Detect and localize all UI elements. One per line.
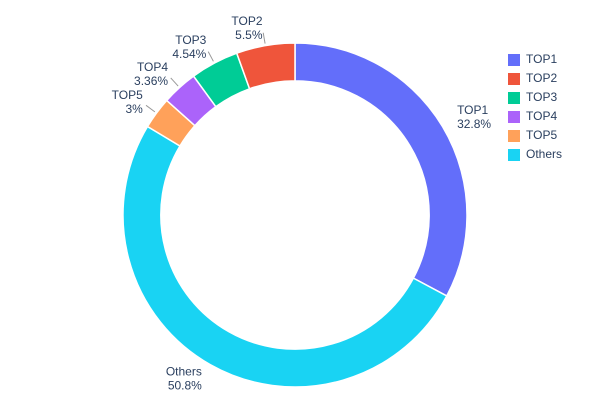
legend-swatch-top3 [508, 91, 520, 104]
label-leader-line-top5 [145, 104, 156, 113]
legend-label: TOP2 [526, 71, 558, 85]
label-leader-line-top2 [262, 32, 266, 44]
legend-label: TOP4 [526, 109, 558, 123]
legend-item-top5[interactable]: TOP5 [508, 126, 562, 145]
legend: TOP1 TOP2 TOP3 TOP4 TOP5 Others [508, 50, 562, 164]
legend-item-others[interactable]: Others [508, 145, 562, 164]
legend-item-top3[interactable]: TOP3 [508, 88, 562, 107]
slice-label-top2: TOP2 5.5% [231, 14, 262, 42]
legend-swatch-others [508, 148, 520, 161]
slice-label-top3: TOP3 4.54% [172, 33, 206, 61]
pie-slice-top1[interactable] [294, 42, 468, 297]
slice-label-top5: TOP5 3% [112, 88, 143, 116]
legend-label: TOP1 [526, 52, 558, 66]
slice-label-top4: TOP4 3.36% [134, 60, 168, 88]
legend-item-top4[interactable]: TOP4 [508, 107, 562, 126]
legend-label: TOP3 [526, 90, 558, 104]
label-leader-line-top4 [170, 77, 179, 87]
legend-swatch-top4 [508, 110, 520, 123]
slice-label-top1: TOP1 32.8% [457, 103, 491, 131]
legend-swatch-top1 [508, 53, 520, 66]
pie-slice-others[interactable] [122, 125, 448, 388]
label-leader-line-top3 [207, 51, 214, 62]
legend-swatch-top5 [508, 129, 520, 142]
legend-label: Others [526, 147, 563, 161]
pie-slice-top2[interactable] [235, 42, 296, 90]
slice-label-others: Others 50.8% [166, 364, 202, 392]
legend-swatch-top2 [508, 72, 520, 85]
legend-label: TOP5 [526, 128, 558, 142]
legend-item-top1[interactable]: TOP1 [508, 50, 562, 69]
legend-item-top2[interactable]: TOP2 [508, 69, 562, 88]
